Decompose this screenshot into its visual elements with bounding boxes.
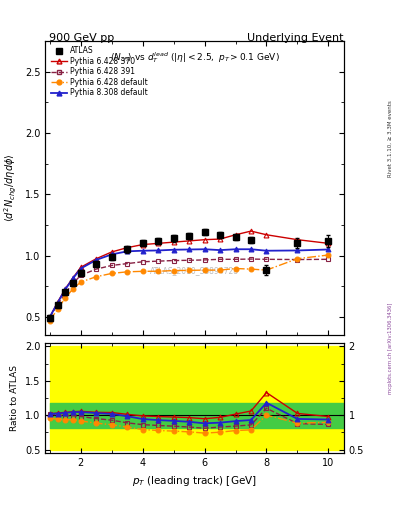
- Text: 900 GeV pp: 900 GeV pp: [49, 33, 114, 44]
- X-axis label: $p_T$ (leading track) [GeV]: $p_T$ (leading track) [GeV]: [132, 474, 257, 487]
- Legend: ATLAS, Pythia 6.428 370, Pythia 6.428 391, Pythia 6.428 default, Pythia 8.308 de: ATLAS, Pythia 6.428 370, Pythia 6.428 39…: [49, 45, 150, 99]
- Text: $\langle N_{ch}\rangle$ vs $d_T^{lead}$ ($|\eta| < 2.5,\ p_T > 0.1$ GeV): $\langle N_{ch}\rangle$ vs $d_T^{lead}$ …: [110, 50, 279, 65]
- Text: Underlying Event: Underlying Event: [247, 33, 344, 44]
- Y-axis label: Ratio to ATLAS: Ratio to ATLAS: [10, 365, 19, 431]
- Y-axis label: $\langle d^2 N_{chg}/d\eta d\phi \rangle$: $\langle d^2 N_{chg}/d\eta d\phi \rangle…: [3, 154, 19, 223]
- Text: ATLAS_2010_S8894728: ATLAS_2010_S8894728: [150, 266, 239, 275]
- Text: Rivet 3.1.10, ≥ 3.3M events: Rivet 3.1.10, ≥ 3.3M events: [388, 100, 393, 177]
- Text: mcplots.cern.ch [arXiv:1306.3436]: mcplots.cern.ch [arXiv:1306.3436]: [388, 303, 393, 394]
